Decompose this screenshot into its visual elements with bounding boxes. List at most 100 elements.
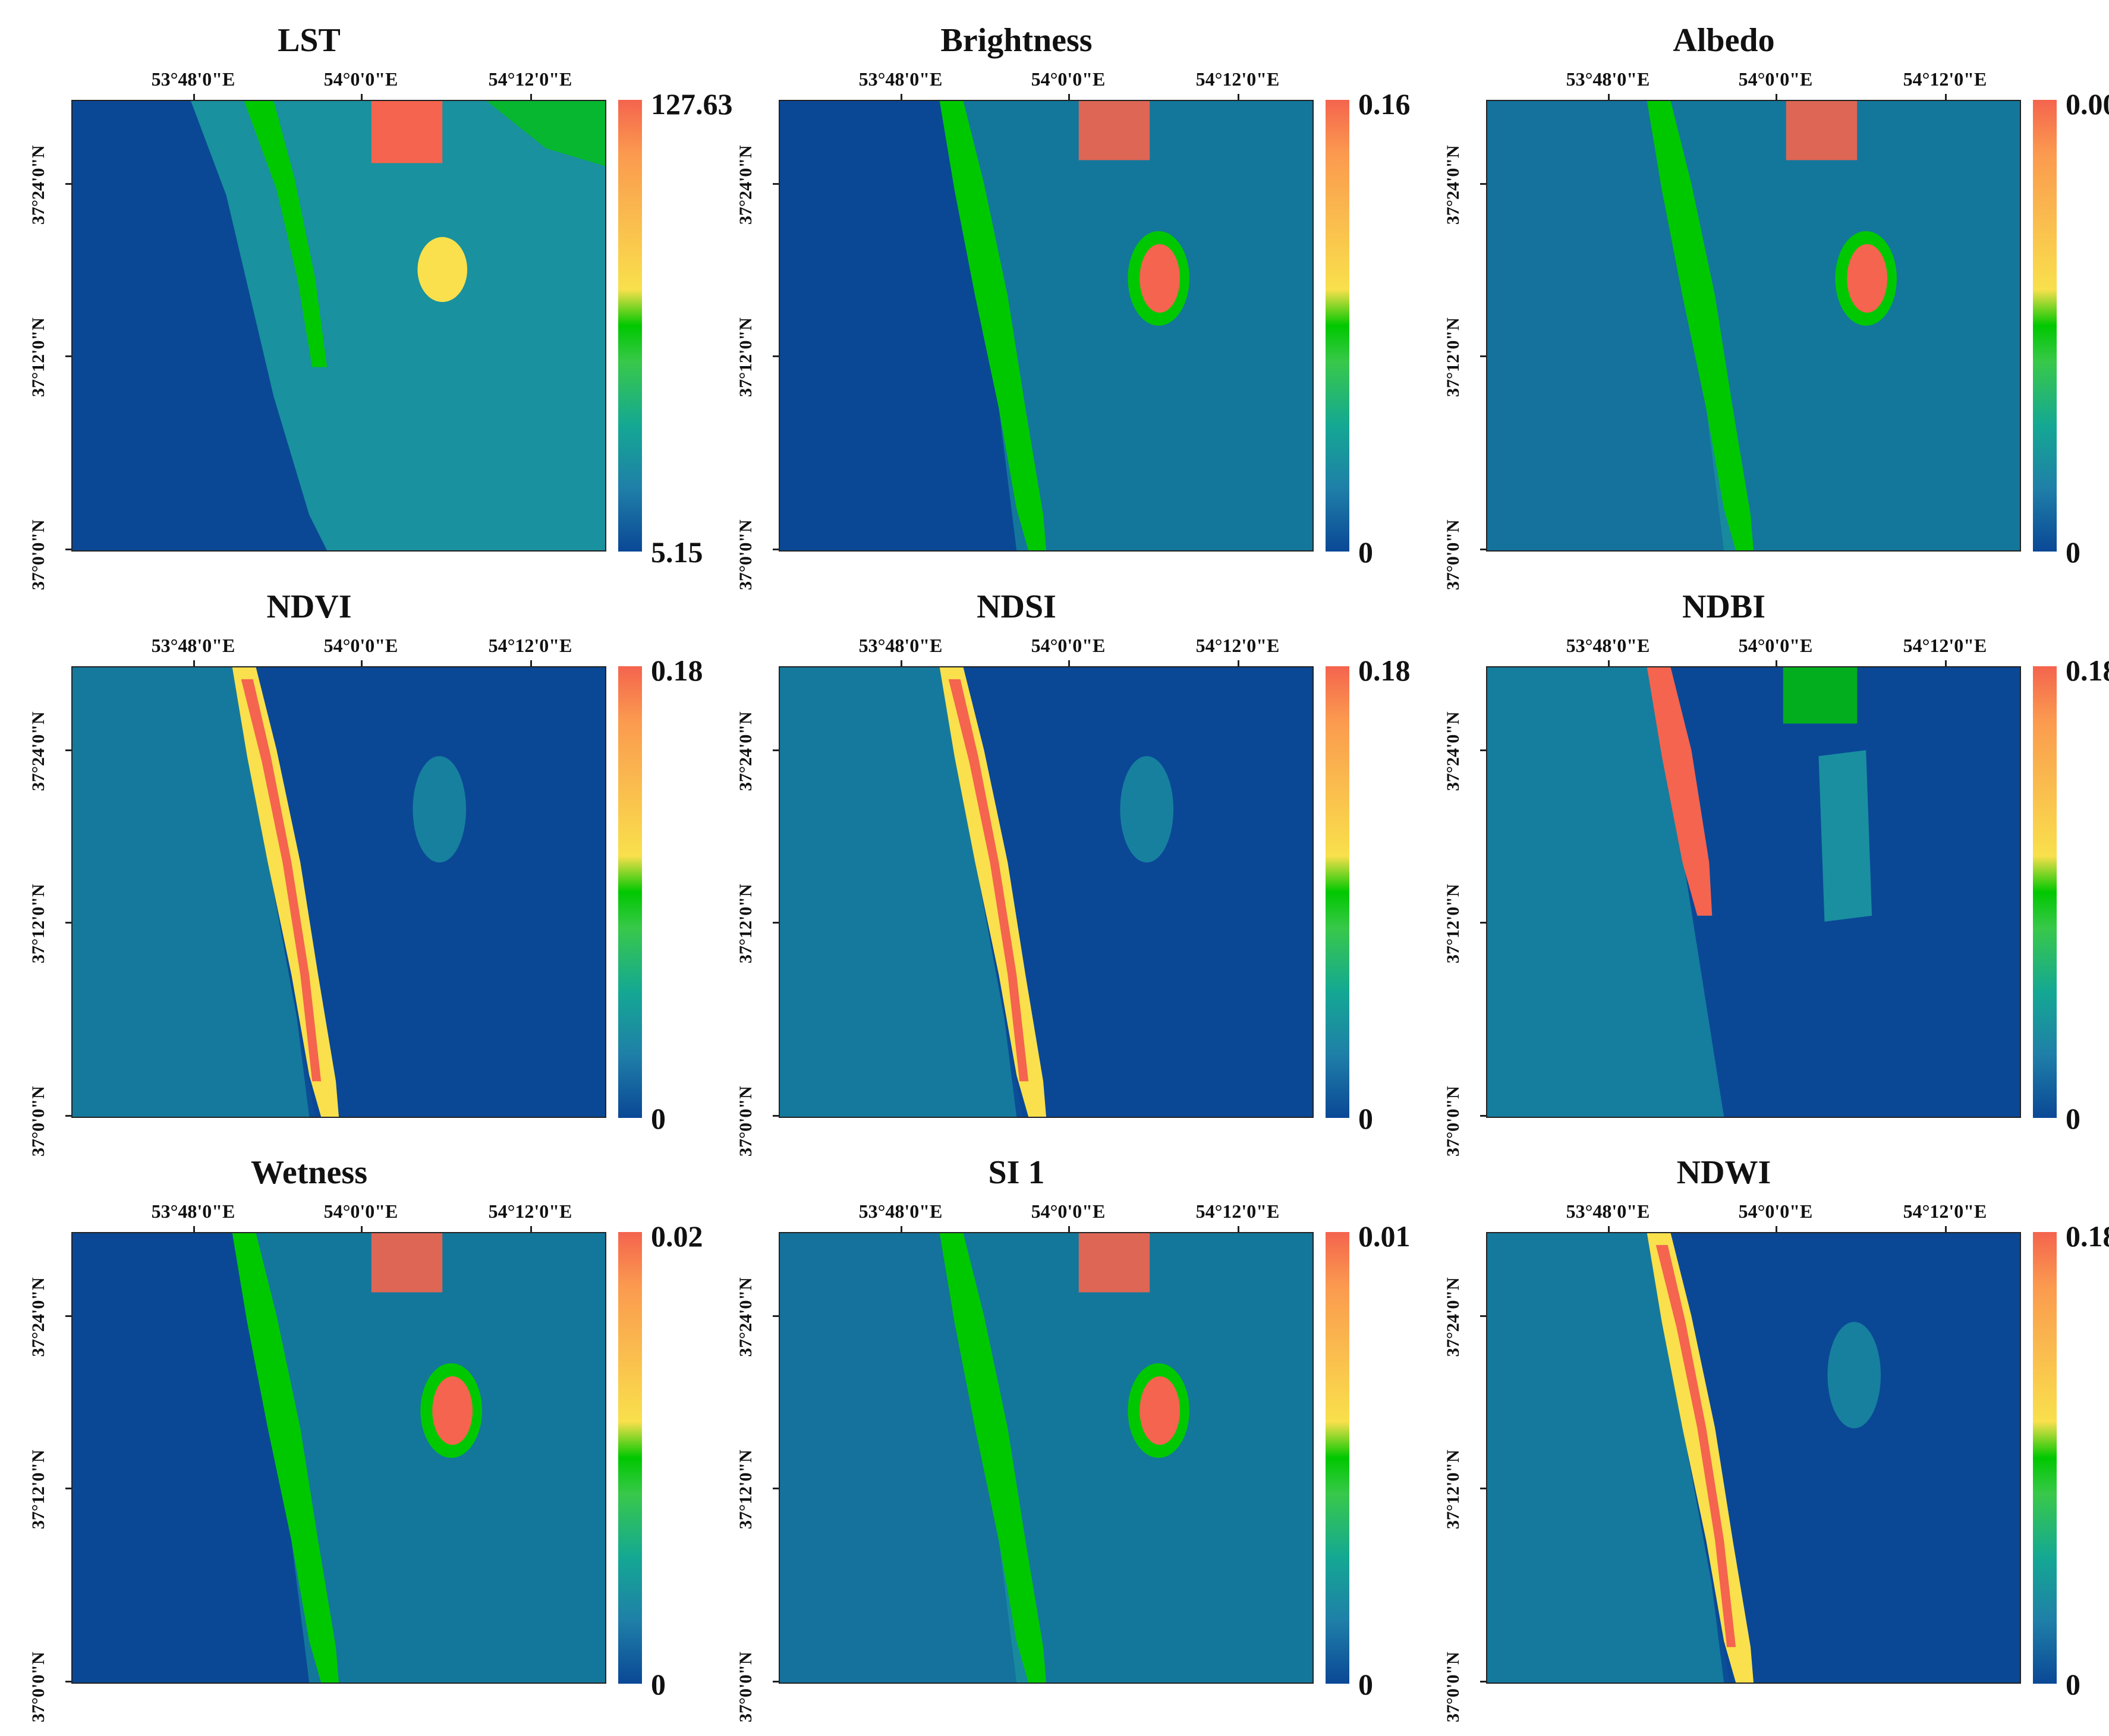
latitude-tick [1480, 1681, 1486, 1683]
longitude-tick [1608, 94, 1610, 100]
colorbar-max-label: 0.18 [2066, 654, 2109, 687]
longitude-tick [1776, 1226, 1777, 1232]
map-raster [1487, 101, 2020, 550]
latitude-tick [65, 355, 71, 357]
longitude-labels: 53°48'0"E 54°0'0"E 54°12'0"E [71, 68, 606, 92]
colorbar [618, 666, 642, 1118]
longitude-label: 53°48'0"E [151, 635, 235, 656]
colorbar-min-label: 5.15 [651, 535, 703, 569]
coastal-strip [244, 101, 328, 367]
longitude-tick [1945, 660, 1947, 666]
longitude-label: 54°12'0"E [1195, 1201, 1280, 1222]
longitude-tick [1776, 94, 1777, 100]
longitude-label: 54°0'0"E [323, 635, 398, 656]
map-raster [780, 667, 1312, 1117]
longitude-label: 54°0'0"E [1031, 635, 1106, 656]
longitude-labels: 53°48'0"E 54°0'0"E 54°12'0"E [71, 635, 606, 659]
longitude-label: 53°48'0"E [1566, 635, 1650, 656]
coastal-strip [939, 1233, 1046, 1683]
longitude-tick [530, 1226, 532, 1232]
longitude-label: 53°48'0"E [858, 1201, 943, 1222]
latitude-tick [773, 183, 779, 185]
coastal-strip-core [1655, 1244, 1736, 1647]
longitude-label: 53°48'0"E [858, 68, 943, 90]
land-area [1652, 101, 2020, 550]
longitude-tick [361, 94, 363, 100]
longitude-label: 54°12'0"E [1903, 635, 1987, 656]
raster-map [1486, 666, 2021, 1118]
longitude-tick [193, 1226, 195, 1232]
latitude-label: 37°24'0"N [29, 145, 48, 225]
longitude-tick [530, 660, 532, 666]
longitude-label: 54°12'0"E [488, 635, 572, 656]
longitude-label: 54°0'0"E [1031, 68, 1106, 90]
colorbar-min-label: 0 [651, 1102, 666, 1135]
latitude-tick [1480, 1315, 1486, 1317]
latitude-tick [65, 1315, 71, 1317]
map-panel: NDBI 53°48'0"E 54°0'0"E 54°12'0"E 37°24'0"N 3… [1427, 554, 2109, 1157]
longitude-label: 54°0'0"E [1738, 1201, 1813, 1222]
latitude-label: 37°0'0"N [1443, 1652, 1463, 1722]
map-panel: NDWI 53°48'0"E 54°0'0"E 54°12'0"E 37°24'0"N 3… [1427, 1120, 2109, 1722]
raster-map [71, 1232, 606, 1684]
latitude-tick [773, 1681, 779, 1683]
raster-map [71, 100, 606, 552]
colorbar-max-label: 0.18 [651, 654, 703, 687]
latitude-label: 37°24'0"N [1443, 145, 1463, 225]
longitude-tick [901, 1226, 902, 1232]
longitude-label: 54°12'0"E [488, 1201, 572, 1222]
longitude-label: 54°12'0"E [488, 68, 572, 90]
latitude-label: 37°12'0"N [29, 317, 48, 397]
map-raster [780, 1233, 1312, 1683]
field-area [413, 756, 467, 863]
latitude-tick [1480, 549, 1486, 550]
latitude-tick [1480, 749, 1486, 751]
land-area [1652, 1233, 2020, 1683]
latitude-tick [65, 1681, 71, 1683]
hot-spot [1140, 244, 1180, 313]
colorbar-max-label: 0.006 [2066, 87, 2109, 121]
latitude-tick [65, 183, 71, 185]
panel-title: NDBI [1682, 588, 1766, 625]
latitude-labels: 37°24'0"N 37°12'0"N 37°0'0"N [1443, 666, 1467, 1157]
longitude-tick [1608, 1226, 1610, 1232]
longitude-tick [1238, 660, 1239, 666]
latitude-labels: 37°24'0"N 37°12'0"N 37°0'0"N [29, 1232, 52, 1722]
longitude-tick [1945, 1226, 1947, 1232]
latitude-labels: 37°24'0"N 37°12'0"N 37°0'0"N [736, 1232, 760, 1722]
raster-map [1486, 1232, 2021, 1684]
latitude-label: 37°24'0"N [29, 711, 48, 791]
longitude-label: 54°0'0"E [1738, 68, 1813, 90]
map-panel: SI 1 53°48'0"E 54°0'0"E 54°12'0"E 37°24'0"N 3… [719, 1120, 1422, 1722]
shallow-sea [73, 667, 316, 1117]
map-raster [1487, 1233, 2020, 1683]
longitude-tick [1068, 94, 1070, 100]
longitude-tick [530, 94, 532, 100]
longitude-label: 54°0'0"E [323, 1201, 398, 1222]
panel-title: SI 1 [988, 1154, 1045, 1191]
longitude-label: 54°0'0"E [323, 68, 398, 90]
longitude-labels: 53°48'0"E 54°0'0"E 54°12'0"E [71, 1201, 606, 1224]
latitude-label: 37°12'0"N [1443, 884, 1463, 963]
land-area [945, 101, 1312, 550]
latitude-label: 37°12'0"N [736, 317, 756, 397]
colorbar [618, 100, 642, 552]
colorbar [618, 1232, 642, 1684]
field-area [1818, 750, 1872, 922]
longitude-label: 53°48'0"E [1566, 1201, 1650, 1222]
longitude-tick [1068, 1226, 1070, 1232]
map-panel: LST 53°48'0"E 54°0'0"E 54°12'0"E 37°24'0"N 37… [12, 0, 733, 590]
raster-map [779, 666, 1314, 1118]
panel-title: Brightness [940, 22, 1093, 59]
longitude-tick [193, 94, 195, 100]
longitude-label: 54°12'0"E [1195, 68, 1280, 90]
latitude-labels: 37°24'0"N 37°12'0"N 37°0'0"N [29, 100, 52, 590]
north-block [1783, 667, 1858, 724]
coastal-strip [1647, 101, 1754, 550]
longitude-tick [1238, 1226, 1239, 1232]
colorbar-max-label: 0.18 [2066, 1220, 2109, 1253]
colorbar-min-label: 0 [1358, 1668, 1373, 1701]
colorbar-min-label: 0 [1358, 535, 1373, 569]
latitude-label: 37°0'0"N [736, 1652, 756, 1722]
hot-block [371, 101, 443, 163]
